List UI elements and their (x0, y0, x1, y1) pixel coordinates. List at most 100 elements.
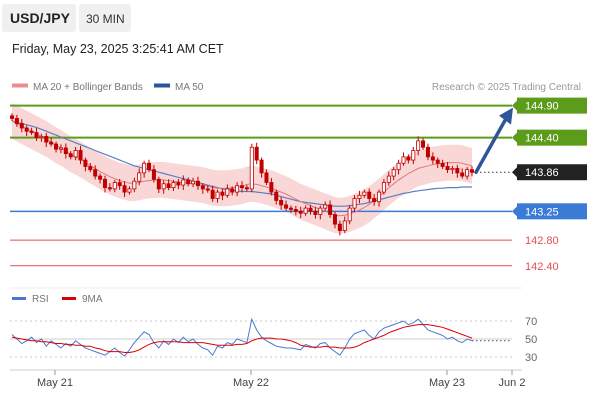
candle-body (455, 167, 460, 174)
timeframe-label: 30 MIN (86, 12, 125, 26)
candle-body (195, 180, 200, 187)
candle-body (88, 166, 93, 171)
datetime-label: Friday, May 23, 2025 3:25:41 AM CET (12, 42, 224, 56)
candle-body (78, 150, 83, 161)
x-tick-label: May 22 (233, 377, 269, 389)
x-tick-label: May 21 (37, 377, 73, 389)
candle-body (215, 191, 220, 199)
candle-body (68, 153, 73, 158)
candle-body (102, 178, 107, 189)
candle-body (269, 182, 274, 193)
candle-body (357, 194, 362, 199)
candle-body (445, 166, 450, 171)
price-levels (10, 104, 512, 267)
candle-body (469, 169, 474, 173)
candle-body (303, 207, 308, 214)
candle-body (293, 208, 298, 212)
candle-body (93, 169, 98, 177)
level-label: 144.40 (525, 133, 559, 145)
candle-body (122, 185, 127, 193)
candle-body (249, 146, 254, 190)
rsi-legend-label: RSI (32, 294, 49, 305)
x-axis: May 21 May 22 May 23 Jun 2 (37, 370, 526, 389)
candle-body (416, 140, 421, 151)
candle-body (313, 210, 318, 215)
candle-body (117, 182, 122, 187)
candle-body (367, 191, 372, 199)
level-label: 143.25 (525, 206, 559, 218)
candle-body (230, 188, 235, 193)
candle-body (9, 115, 14, 119)
candles (9, 113, 474, 236)
x-tick-label: Jun 2 (499, 377, 526, 389)
symbol-label: USD/JPY (10, 10, 71, 26)
level-label: 143.86 (525, 167, 559, 179)
level-label: 142.80 (525, 235, 559, 247)
rsi-ma-legend-swatch (62, 297, 76, 300)
candle-body (254, 146, 259, 161)
candle-body (205, 188, 210, 191)
candle-body (171, 182, 176, 189)
rsi-line (11, 317, 473, 357)
candle-body (264, 172, 269, 183)
candle-body (421, 140, 426, 148)
candle-body (220, 191, 225, 196)
candle-body (406, 156, 411, 161)
candle-body (279, 200, 284, 206)
candle-body (132, 180, 137, 190)
rsi-ma-legend-label: 9MA (82, 294, 103, 305)
timeframe-box[interactable] (79, 4, 131, 32)
level-badge-pointer (512, 206, 517, 217)
candle-body (323, 204, 328, 209)
copyright-label: Research © 2025 Trading Central (432, 82, 581, 93)
candle-body (381, 182, 386, 193)
candle-body (73, 150, 78, 158)
candle-body (151, 169, 156, 180)
candle-body (54, 143, 59, 150)
bollinger-legend-swatch (12, 83, 28, 88)
candle-body (186, 179, 191, 185)
candle-body (465, 169, 470, 177)
forecast-arrow-shaft (474, 116, 508, 174)
candle-body (200, 185, 205, 190)
candle-body (191, 180, 196, 185)
level-label: 144.90 (525, 101, 559, 113)
candle-body (166, 183, 171, 189)
candle-body (460, 172, 465, 177)
candle-body (372, 198, 377, 203)
ma50-legend-label: MA 50 (175, 82, 204, 93)
candle-body (259, 159, 264, 174)
candle-body (112, 182, 117, 190)
candle-body (34, 132, 39, 139)
candle-body (239, 185, 244, 189)
candle-body (347, 207, 352, 222)
candle-body (98, 175, 103, 180)
candle-body (225, 188, 230, 196)
candle-body (161, 183, 166, 190)
level-labels: 144.90 144.40 143.86 143.25 142.80 142.40 (512, 97, 587, 273)
candle-body (83, 159, 88, 167)
forecast-arrow-head (499, 107, 513, 125)
candle-body (63, 147, 68, 155)
rsi-tick-label: 50 (525, 334, 537, 346)
bollinger-band (12, 103, 472, 234)
candle-body (318, 207, 323, 215)
candle-body (210, 189, 215, 199)
candle-body (396, 162, 401, 171)
candle-body (435, 159, 440, 164)
candle-body (44, 135, 49, 143)
level-badge-bg (517, 164, 587, 181)
candle-body (147, 162, 152, 171)
level-label: 142.40 (525, 261, 559, 273)
candle-body (29, 130, 34, 133)
candle-body (430, 156, 435, 161)
level-badge-pointer (512, 132, 517, 143)
candle-body (298, 210, 303, 214)
rsi-tick-label: 70 (525, 316, 537, 328)
candle-body (156, 178, 161, 190)
candle-body (342, 220, 347, 231)
symbol-box[interactable] (2, 4, 76, 32)
candle-body (391, 169, 396, 177)
rsi-tick-label: 30 (525, 352, 537, 364)
candle-body (337, 223, 342, 231)
